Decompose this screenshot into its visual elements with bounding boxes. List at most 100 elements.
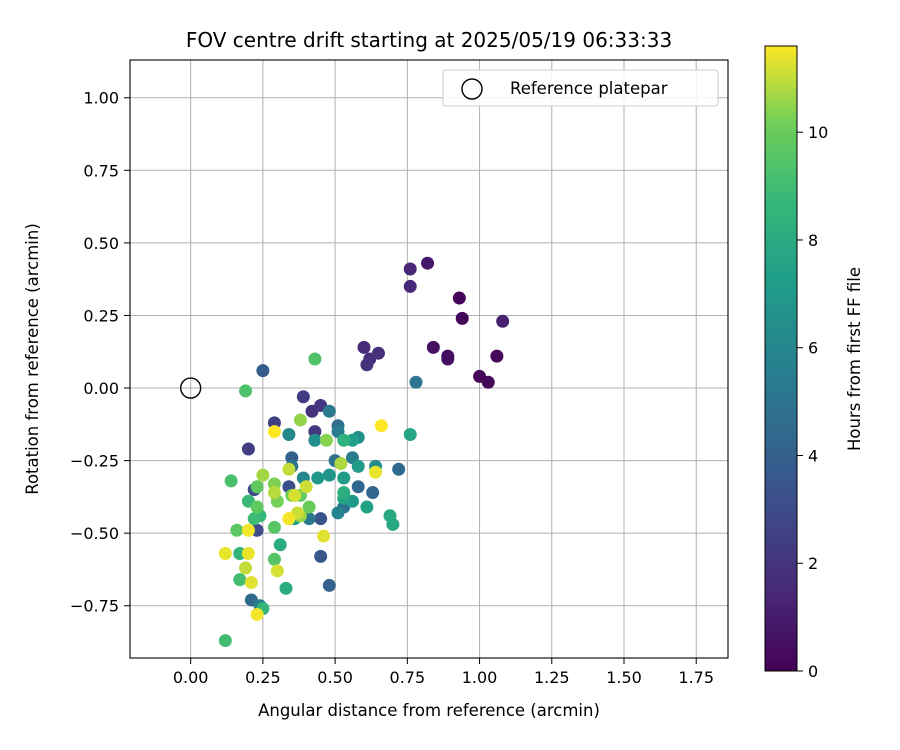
data-point — [250, 480, 264, 494]
data-point — [288, 488, 302, 502]
x-tick-label: 1.75 — [678, 668, 714, 687]
data-point — [314, 549, 328, 563]
colorbar-tick-label: 2 — [808, 554, 818, 573]
y-tick-label: −0.50 — [70, 524, 119, 543]
colorbar-tick-label: 8 — [808, 231, 818, 250]
legend-open-circle-marker — [461, 78, 483, 100]
data-point — [403, 427, 417, 441]
data-point — [392, 462, 406, 476]
x-tick-label: 0.75 — [390, 668, 426, 687]
data-point — [371, 346, 385, 360]
reference-platepar-marker — [179, 377, 202, 399]
data-point — [308, 433, 322, 447]
data-point — [267, 552, 281, 566]
data-point — [366, 486, 380, 500]
data-point — [241, 546, 255, 560]
data-point — [322, 468, 336, 482]
x-tick-label: 1.25 — [534, 668, 570, 687]
data-point — [409, 375, 423, 389]
y-axis-label: Rotation from reference (arcmin) — [23, 223, 42, 495]
x-tick-label: 0.25 — [245, 668, 281, 687]
data-point — [267, 425, 281, 439]
data-point — [282, 427, 296, 441]
colorbar-tick-label: 10 — [808, 123, 828, 142]
data-point — [256, 364, 270, 378]
data-point — [322, 578, 336, 592]
data-point — [267, 486, 281, 500]
data-point — [360, 500, 374, 514]
y-tick-label: −0.75 — [70, 597, 119, 616]
legend-label: Reference platepar — [510, 79, 668, 98]
data-point — [250, 607, 264, 621]
data-point — [334, 457, 348, 471]
data-point — [441, 349, 455, 363]
data-point — [224, 474, 238, 488]
data-point — [241, 523, 255, 537]
data-point — [496, 314, 510, 328]
data-point — [490, 349, 504, 363]
data-point — [403, 262, 417, 276]
colorbar-label: Hours from first FF file — [845, 267, 864, 451]
data-point — [360, 358, 374, 372]
data-point — [337, 433, 351, 447]
data-point — [282, 462, 296, 476]
data-point — [311, 471, 325, 485]
data-point — [218, 634, 232, 648]
chart-title: FOV centre drift starting at 2025/05/19 … — [186, 28, 672, 52]
data-point — [302, 500, 316, 514]
data-point — [426, 340, 440, 354]
legend-box — [442, 69, 719, 107]
data-point — [282, 512, 296, 526]
data-point — [239, 384, 253, 398]
data-point — [241, 442, 255, 456]
data-point — [481, 375, 495, 389]
colorbar: 0 2 4 6 8 10 Hours from first FF file — [764, 45, 864, 681]
y-tick-label: 0.25 — [83, 306, 119, 325]
data-point — [299, 480, 313, 494]
y-tick-label: 0.50 — [83, 234, 119, 253]
data-point — [351, 480, 365, 494]
legend: Reference platepar — [442, 69, 719, 107]
data-point — [273, 538, 287, 552]
data-point — [452, 291, 466, 305]
data-point — [250, 500, 264, 514]
data-point — [319, 433, 333, 447]
x-tick-label: 0.50 — [317, 668, 353, 687]
x-tick-label: 1.50 — [606, 668, 642, 687]
data-point — [317, 529, 331, 543]
data-point — [244, 576, 258, 590]
colorbar-tick-label: 4 — [808, 446, 818, 465]
data-point — [357, 340, 371, 354]
data-point — [267, 520, 281, 534]
x-tick-label: 1.00 — [462, 668, 498, 687]
y-axis-ticks: −0.75 −0.50 −0.25 0.00 0.25 0.50 0.75 1.00 — [70, 89, 130, 616]
data-point — [351, 459, 365, 473]
grid-lines — [130, 60, 728, 658]
colorbar-tick-label: 6 — [808, 339, 818, 358]
data-point — [331, 506, 345, 520]
data-point — [247, 512, 261, 526]
plot-frame — [129, 59, 729, 659]
data-point — [296, 390, 310, 404]
reference-marker-group — [179, 377, 202, 399]
data-point — [233, 573, 247, 587]
data-point — [218, 546, 232, 560]
data-points — [218, 256, 510, 648]
colorbar-ticks: 0 2 4 6 8 10 — [797, 123, 828, 681]
data-point — [239, 561, 253, 575]
data-point — [403, 279, 417, 293]
y-tick-label: 1.00 — [83, 89, 119, 108]
x-tick-label: 0.00 — [173, 668, 209, 687]
x-axis-label: Angular distance from reference (arcmin) — [258, 701, 600, 720]
data-point — [314, 512, 328, 526]
data-point — [374, 419, 388, 433]
colorbar-tick-label: 0 — [808, 662, 818, 681]
data-point — [337, 471, 351, 485]
data-point — [421, 256, 435, 270]
y-tick-label: −0.25 — [70, 452, 119, 471]
x-axis-ticks: 0.00 0.25 0.50 0.75 1.00 1.25 1.50 1.75 — [173, 658, 714, 687]
data-point — [455, 311, 469, 325]
data-point — [270, 564, 284, 578]
y-tick-label: 0.00 — [83, 379, 119, 398]
